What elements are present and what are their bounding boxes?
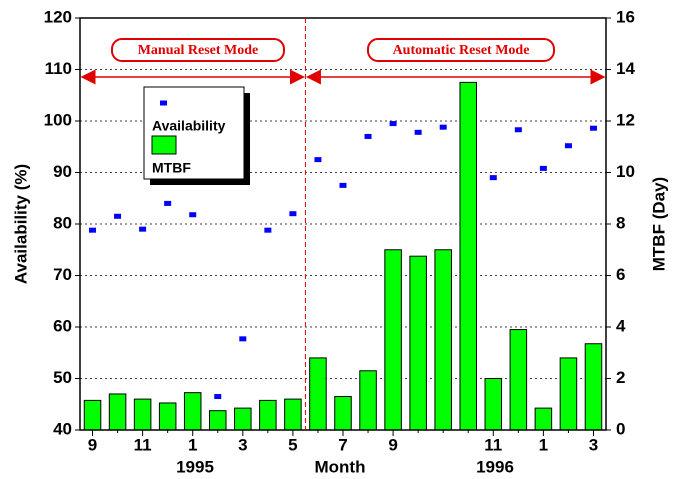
point [564,143,572,149]
y-tick-label: 40 [53,419,72,438]
y-tick-label: 120 [44,7,72,26]
y2-tick-label: 14 [616,59,635,78]
y2-tick-label: 4 [616,316,626,335]
bar [284,398,302,431]
point [364,133,372,139]
x-tick-label: 11 [484,435,502,454]
point [539,165,547,171]
bar [183,392,202,431]
y-tick-label: 50 [53,368,72,387]
annotation: Manual Reset Mode [138,43,259,58]
point [439,124,447,130]
bar [559,357,578,431]
bar [133,398,152,431]
bar [334,396,352,431]
bar [234,407,252,431]
x-tick-label: 3 [238,435,247,454]
y-axis-label: Availability (%) [11,164,30,284]
point [164,200,172,206]
point [389,121,397,127]
legend-label: Availability [152,118,226,134]
y-tick-label: 90 [53,162,72,181]
y-tick-label: 100 [44,110,72,129]
point [339,182,347,188]
bar [158,402,177,431]
x-tick-label: 9 [388,435,397,454]
y2-tick-label: 8 [616,213,625,232]
bar [83,399,102,431]
point [589,125,597,131]
point [89,227,97,233]
y2-axis-label: MTBF (Day) [649,177,668,271]
bar [484,378,503,431]
point [139,226,147,232]
point [114,213,122,219]
x-tick-label: 11 [134,435,152,454]
bar [208,410,227,431]
point [289,211,297,217]
y2-tick-label: 16 [616,7,635,26]
legend-label: MTBF [152,160,191,176]
x-tick-label: 5 [288,435,297,454]
y-tick-label: 80 [53,213,72,232]
y2-tick-label: 2 [616,368,625,387]
bar [384,249,402,431]
point [214,394,222,400]
legend-marker [151,135,177,155]
bar [309,357,327,431]
bar [359,370,377,431]
bar [259,399,277,431]
x-tick-label: 7 [338,435,347,454]
point [264,227,272,233]
bar [434,249,452,431]
x-tick-label: 1 [188,435,197,454]
bar [584,343,603,431]
annotation-box [367,38,555,62]
y2-tick-label: 12 [616,110,635,129]
legend-marker [160,100,167,106]
point [314,157,322,163]
y-tick-label: 60 [53,316,72,335]
bar [108,393,127,431]
y-tick-label: 110 [45,59,72,78]
y2-tick-label: 0 [616,419,625,438]
x-tick-label: 1 [539,435,548,454]
year-label: 1995 [176,457,214,476]
bar [409,255,427,431]
annotation-box [111,38,285,62]
plot-frame [79,17,607,431]
annotation: Automatic Reset Mode [393,43,530,58]
bar [534,407,553,431]
point [239,336,247,342]
point [414,129,422,135]
bar [459,81,478,431]
y2-tick-label: 10 [616,162,635,181]
x-tick-label: 3 [589,435,598,454]
y-tick-label: 70 [53,265,72,284]
year-label: 1996 [476,457,514,476]
x-axis-label: Month [315,457,366,476]
point [514,127,522,133]
point [489,175,497,181]
point [189,212,197,218]
x-tick-label: 9 [88,435,97,454]
y2-tick-label: 6 [616,265,625,284]
bar [509,329,528,431]
